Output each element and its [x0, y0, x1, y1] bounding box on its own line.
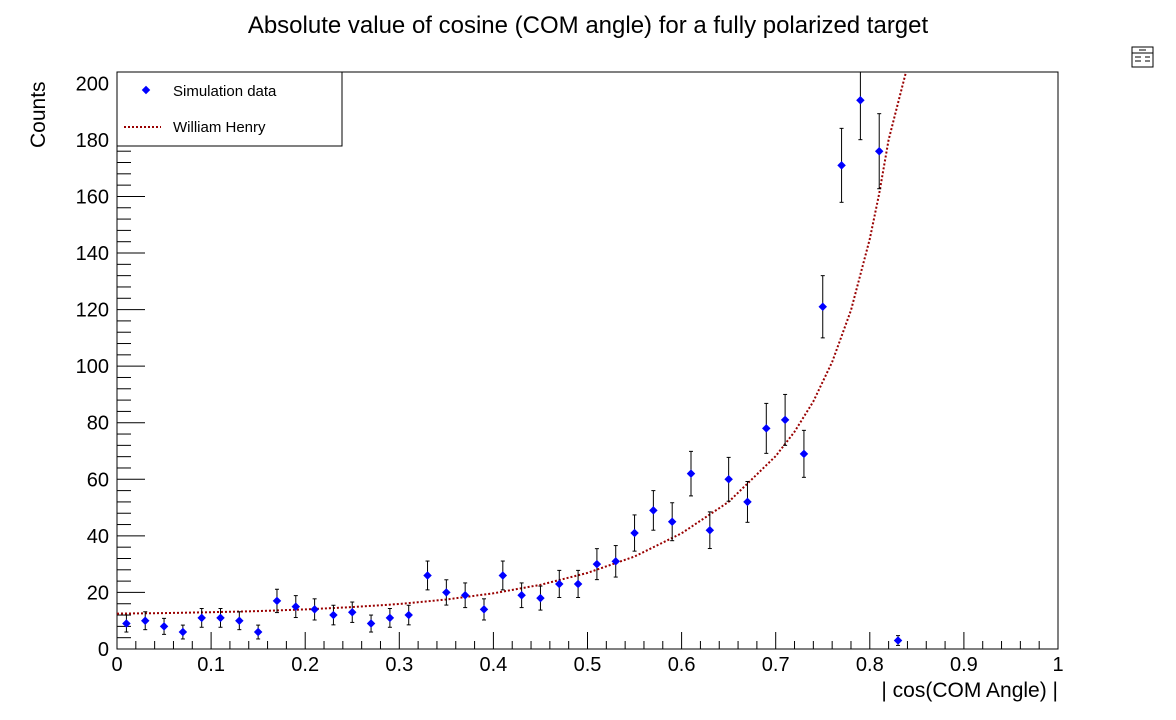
y-tick-label: 160 [76, 186, 109, 208]
data-point [253, 624, 263, 640]
legend: Simulation data William Henry [116, 71, 343, 147]
data-points [122, 72, 903, 646]
x-tick-label: 1 [1052, 654, 1063, 676]
data-point [479, 598, 489, 621]
data-point [140, 611, 150, 631]
y-tick-label: 0 [98, 639, 109, 661]
data-point [818, 275, 827, 339]
data-point [178, 624, 188, 640]
data-point [272, 588, 282, 614]
x-axis-ticks [116, 632, 1059, 649]
data-point [385, 608, 395, 628]
y-tick-label: 20 [87, 582, 109, 604]
y-tick-label: 80 [87, 413, 109, 435]
x-tick-label: 0.6 [668, 654, 696, 676]
x-tick-label: 0 [111, 654, 122, 676]
data-point [592, 548, 602, 581]
data-point [159, 617, 169, 635]
data-point [705, 511, 715, 550]
x-axis-tick-labels: 0 0.1 0.2 0.3 0.4 0.5 0.6 0.7 0.8 0.9 1 [111, 654, 1063, 676]
plot-frame [116, 71, 1059, 650]
data-point [874, 113, 884, 190]
data-point [799, 429, 809, 478]
y-tick-label: 140 [76, 243, 109, 265]
y-tick-label: 200 [76, 73, 109, 95]
x-tick-label: 0.9 [950, 654, 978, 676]
data-point [366, 614, 376, 633]
data-point [555, 569, 564, 599]
y-axis-label: Counts [27, 81, 50, 148]
data-point [197, 608, 206, 628]
data-point [310, 598, 319, 621]
data-point [404, 604, 413, 626]
fit-curve-line [116, 71, 907, 615]
y-tick-label: 180 [76, 130, 109, 152]
data-point [573, 569, 583, 599]
stats-box-icon[interactable] [1131, 46, 1154, 68]
legend-label-william-henry: William Henry [173, 119, 266, 136]
y-axis-ticks [117, 82, 145, 650]
data-point [762, 402, 771, 454]
x-tick-label: 0.8 [856, 654, 884, 676]
data-point [348, 601, 357, 623]
data-point [630, 514, 639, 552]
data-point [743, 481, 752, 523]
x-tick-label: 0.5 [574, 654, 602, 676]
data-point [536, 585, 545, 611]
y-tick-label: 60 [87, 469, 109, 491]
data-point [856, 72, 865, 141]
data-point [291, 595, 301, 619]
data-point [498, 560, 508, 591]
y-tick-label: 40 [87, 526, 109, 548]
data-point [893, 635, 903, 646]
data-point [329, 604, 338, 626]
data-point [837, 127, 846, 203]
data-point [724, 456, 733, 502]
x-axis-label: | cos(COM Angle) | [881, 679, 1058, 702]
legend-label-simulation: Simulation data [173, 83, 277, 100]
data-point [423, 560, 432, 591]
data-point [442, 579, 451, 606]
legend-marker-simulation [141, 85, 151, 95]
data-point [235, 611, 244, 631]
data-point [649, 490, 658, 531]
x-tick-label: 0.2 [291, 654, 319, 676]
y-axis-tick-labels: 0 20 40 60 80 100 120 140 160 180 200 [76, 73, 109, 661]
chart-title: Absolute value of cosine (COM angle) for… [248, 12, 929, 39]
legend-box [116, 71, 343, 147]
fit-curve [116, 71, 907, 615]
x-tick-label: 0.7 [762, 654, 790, 676]
x-tick-label: 0.1 [197, 654, 225, 676]
data-point [780, 393, 790, 446]
data-point [517, 582, 526, 609]
data-point [611, 545, 620, 578]
data-point [667, 502, 677, 542]
y-tick-label: 100 [76, 356, 109, 378]
y-tick-label: 120 [76, 300, 109, 322]
x-tick-label: 0.3 [385, 654, 413, 676]
data-point [460, 582, 470, 609]
data-point [122, 614, 131, 633]
data-point [686, 450, 696, 497]
x-tick-label: 0.4 [479, 654, 507, 676]
